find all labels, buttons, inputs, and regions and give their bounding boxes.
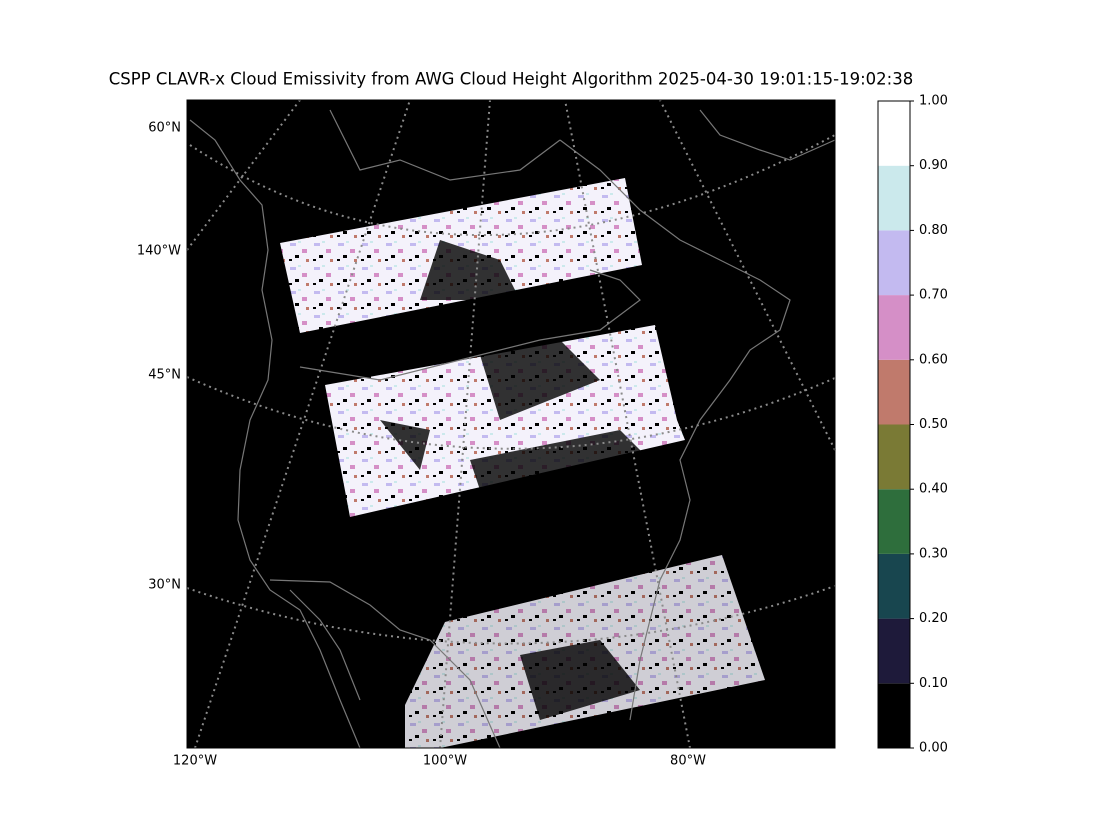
cloud-gap: [380, 240, 650, 720]
colorbar-segment: [878, 359, 910, 425]
colorbar-segment: [878, 295, 910, 360]
lon-label: 100°W: [423, 754, 467, 769]
colorbar-segment: [878, 618, 910, 684]
colorbar-tick-label: 0.40: [919, 482, 948, 497]
colorbar-tick-label: 0.30: [919, 546, 948, 561]
chart-title: CSPP CLAVR-x Cloud Emissivity from AWG C…: [109, 70, 913, 89]
colorbar-segment: [878, 424, 910, 490]
lon-label: 80°W: [670, 754, 706, 769]
colorbar-tick-label: 0.50: [919, 417, 948, 432]
colorbar-tick-label: 1.00: [919, 94, 948, 109]
colorbar: 0.00 0.10 0.20 0.30 0.40 0.50 0.60 0.70 0.80 0.90…: [877, 94, 948, 756]
lat-label: 30°N: [148, 578, 181, 593]
lat-label: 60°N: [148, 121, 181, 136]
colorbar-tick-label: 0.60: [919, 352, 948, 367]
colorbar-tick-label: 0.20: [919, 611, 948, 626]
colorbar-segment: [878, 101, 910, 166]
map-labels: 60°N 140°W 45°N 30°N 120°W 100°W 80°W: [137, 121, 706, 769]
coastlines: [189, 109, 836, 749]
map-frame: [186, 99, 836, 749]
colorbar-tick-label: 0.70: [919, 288, 948, 303]
colorbar-segment: [878, 165, 910, 231]
swath: [325, 325, 685, 517]
colorbar-segment: [878, 553, 910, 619]
colorbar-segment: [878, 683, 910, 748]
colorbar-segment: [878, 489, 910, 554]
lon-label: 120°W: [173, 754, 217, 769]
colorbar-tick-label: 0.90: [919, 158, 948, 173]
colorbar-tick-label: 0.10: [919, 676, 948, 691]
lat-label: 45°N: [148, 368, 181, 383]
lat-label: 140°W: [137, 244, 181, 259]
colorbar-segment: [878, 230, 910, 296]
colorbar-tick-label: 0.00: [919, 741, 948, 756]
colorbar-tick-label: 0.80: [919, 223, 948, 238]
map: [186, 99, 836, 749]
graticule: [186, 99, 836, 749]
